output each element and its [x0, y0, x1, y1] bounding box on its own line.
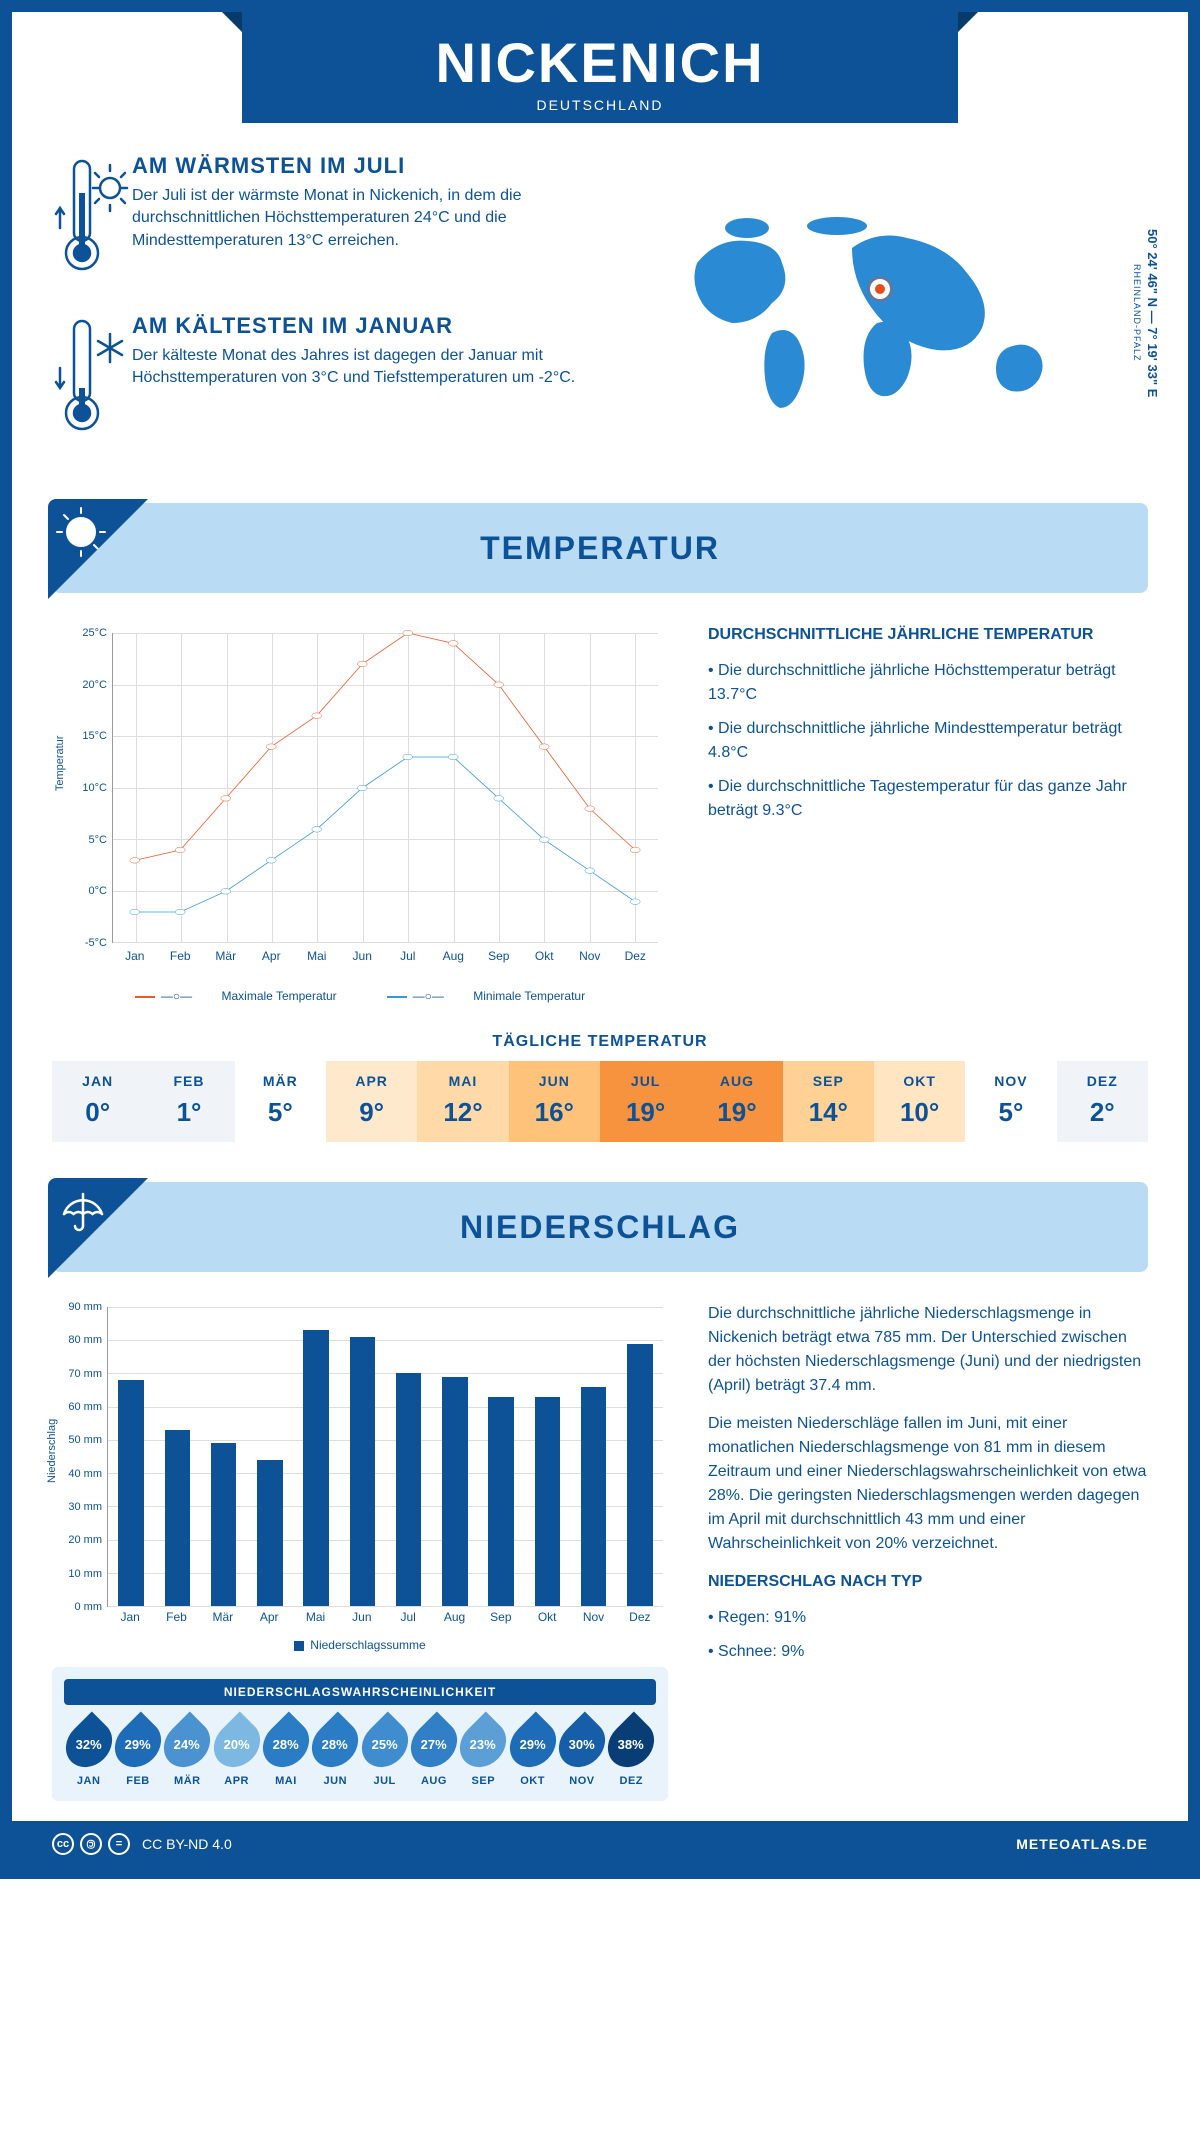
precipitation-bar-chart: Niederschlag Niederschlagssumme 0 mm10 m… [52, 1302, 668, 1652]
thermometer-hot-icon [52, 153, 132, 288]
section-title: NIEDERSCHLAG [460, 1209, 740, 1246]
probability-drop: 27%AUG [409, 1719, 458, 1787]
daily-temp-cell: DEZ2° [1057, 1061, 1148, 1142]
probability-drop: 38%DEZ [607, 1719, 656, 1787]
probability-drop: 25%JUL [360, 1719, 409, 1787]
daily-temp-cell: MAI12° [417, 1061, 508, 1142]
temp-chart-legend: —○— Maximale Temperatur —○— Minimale Tem… [52, 989, 668, 1003]
probability-drop: 24%MÄR [163, 1719, 212, 1787]
temperature-summary: DURCHSCHNITTLICHE JÄHRLICHE TEMPERATUR D… [708, 623, 1148, 1003]
coldest-title: AM KÄLTESTEN IM JANUAR [132, 313, 626, 339]
daily-temp-table: JAN0°FEB1°MÄR5°APR9°MAI12°JUN16°JUL19°AU… [52, 1061, 1148, 1142]
coldest-block: AM KÄLTESTEN IM JANUAR Der kälteste Mona… [52, 313, 626, 448]
precipitation-section-header: NIEDERSCHLAG [52, 1182, 1148, 1272]
header-banner: NICKENICH DEUTSCHLAND [242, 12, 958, 123]
probability-drop: 28%JUN [311, 1719, 360, 1787]
probability-drop: 20%APR [212, 1719, 261, 1787]
daily-temp-cell: MÄR5° [235, 1061, 326, 1142]
umbrella-icon [48, 1178, 148, 1278]
summary-row: AM WÄRMSTEN IM JULI Der Juli ist der wär… [12, 153, 1188, 503]
probability-drop: 23%SEP [459, 1719, 508, 1787]
daily-temp-cell: NOV5° [965, 1061, 1056, 1142]
probability-drop: 32%JAN [64, 1719, 113, 1787]
precipitation-probability-box: NIEDERSCHLAGSWAHRSCHEINLICHKEIT 32%JAN29… [52, 1667, 668, 1801]
warmest-title: AM WÄRMSTEN IM JULI [132, 153, 626, 179]
infographic-root: NICKENICH DEUTSCHLAND AM WÄRMSTEN IM JUL… [0, 0, 1200, 1879]
section-title: TEMPERATUR [480, 530, 720, 567]
probability-drop: 28%MAI [261, 1719, 310, 1787]
probability-drop: 29%FEB [113, 1719, 162, 1787]
sun-icon [48, 499, 148, 599]
temperature-section-header: TEMPERATUR [52, 503, 1148, 593]
daily-temp-cell: APR9° [326, 1061, 417, 1142]
precip-chart-legend: Niederschlagssumme [52, 1638, 668, 1652]
brand-text: METEOATLAS.DE [1016, 1836, 1148, 1852]
temperature-line-chart: Temperatur —○— Maximale Temperatur —○— M… [52, 623, 668, 1003]
daily-temp-cell: FEB1° [143, 1061, 234, 1142]
daily-temp-cell: AUG19° [691, 1061, 782, 1142]
probability-drop: 29%OKT [508, 1719, 557, 1787]
daily-temp-cell: OKT10° [874, 1061, 965, 1142]
page-title: NICKENICH [242, 30, 958, 95]
page-subtitle: DEUTSCHLAND [242, 97, 958, 113]
world-map: 50° 24' 46" N — 7° 19' 33" E RHEINLAND-P… [626, 153, 1148, 473]
daily-temp-title: TÄGLICHE TEMPERATUR [52, 1033, 1148, 1051]
probability-drop: 30%NOV [557, 1719, 606, 1787]
license-text: CC BY-ND 4.0 [142, 1836, 232, 1852]
daily-temp-cell: JAN0° [52, 1061, 143, 1142]
coldest-text: Der kälteste Monat des Jahres ist dagege… [132, 345, 626, 390]
thermometer-cold-icon [52, 313, 132, 448]
warmest-text: Der Juli ist der wärmste Monat in Nicken… [132, 185, 626, 252]
cc-license-icon: cc🄯= [52, 1833, 130, 1855]
daily-temp-cell: SEP14° [783, 1061, 874, 1142]
footer: cc🄯= CC BY-ND 4.0 METEOATLAS.DE [12, 1821, 1188, 1867]
precipitation-summary: Die durchschnittliche jährliche Niedersc… [708, 1302, 1148, 1801]
daily-temp-cell: JUL19° [600, 1061, 691, 1142]
coordinates: 50° 24' 46" N — 7° 19' 33" E RHEINLAND-P… [1130, 153, 1160, 473]
daily-temp-cell: JUN16° [509, 1061, 600, 1142]
warmest-block: AM WÄRMSTEN IM JULI Der Juli ist der wär… [52, 153, 626, 288]
